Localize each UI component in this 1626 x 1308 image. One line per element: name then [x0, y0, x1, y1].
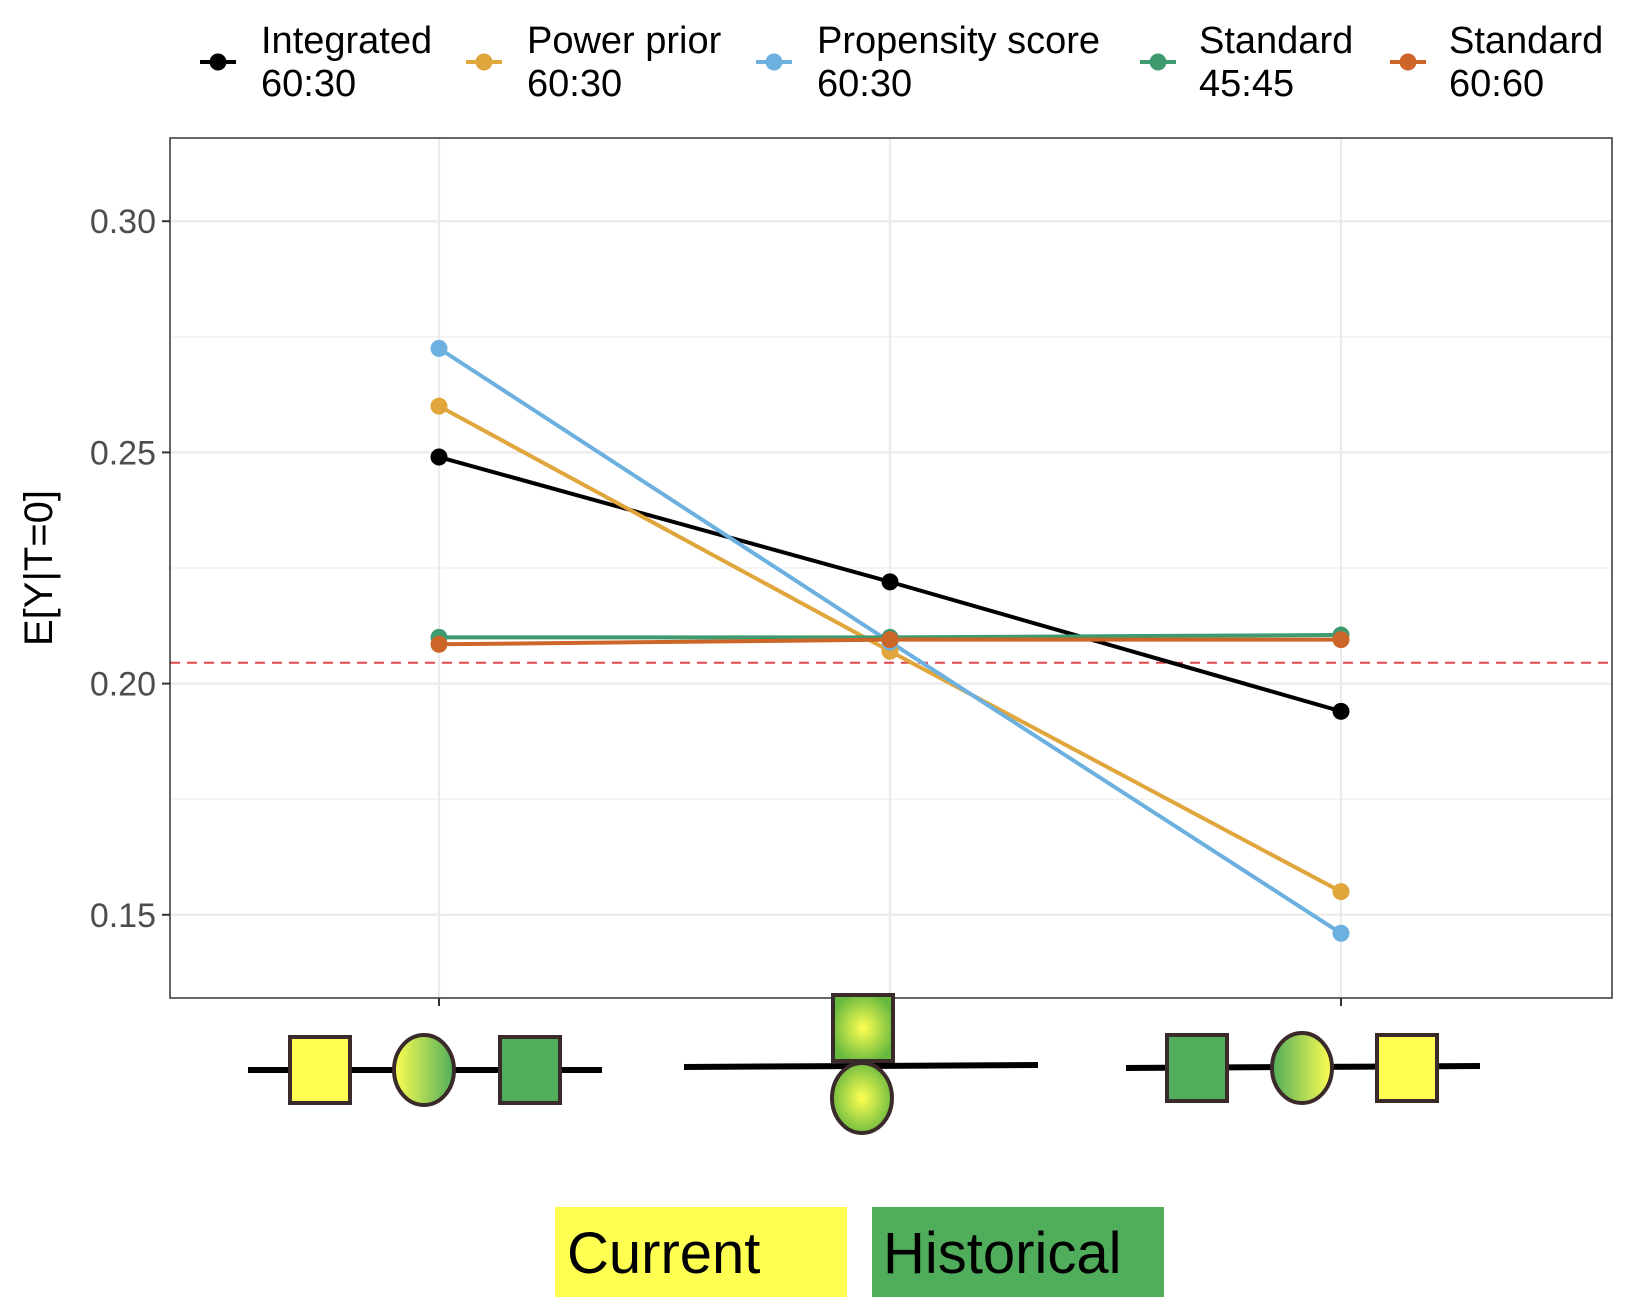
data-point-power — [1332, 883, 1350, 901]
data-point-propensity — [430, 339, 448, 357]
data-point-std6060 — [430, 635, 448, 653]
legend-key-point — [1399, 53, 1417, 71]
data-point-std6060 — [881, 631, 899, 649]
data-point-integrated — [430, 448, 448, 466]
legend-label-line1: Standard — [1199, 20, 1353, 62]
legend-label-line1: Power prior — [527, 20, 722, 62]
legend-label-line2: 60:30 — [817, 63, 912, 105]
y-tick-label: 0.30 — [90, 203, 156, 241]
legend-key-point — [1149, 53, 1167, 71]
current-tag-label: Current — [567, 1221, 760, 1286]
y-axis: 0.15 0.20 0.25 0.30 — [90, 203, 170, 935]
data-point-integrated — [1332, 702, 1350, 720]
x-category-glyph-1 — [248, 1033, 602, 1107]
legend-label-line1: Integrated — [261, 20, 432, 62]
legend-label-line1: Standard — [1449, 20, 1603, 62]
legend-key-point — [765, 53, 783, 71]
plot-panel — [169, 137, 1613, 999]
grid-major — [170, 138, 1612, 998]
legend-label-line2: 45:45 — [1199, 63, 1294, 105]
historical-tag-label: Historical — [883, 1221, 1122, 1286]
historical-tag: Historical — [872, 1207, 1164, 1297]
current-tag: Current — [555, 1207, 847, 1297]
data-point-std6060 — [1332, 631, 1350, 649]
y-tick-label: 0.25 — [90, 434, 156, 472]
legend-label-line2: 60:30 — [261, 63, 356, 105]
legend-label-line2: 60:30 — [527, 63, 622, 105]
y-axis-title: E[Y|T=0] — [17, 490, 61, 646]
data-point-integrated — [881, 573, 899, 591]
x-category-glyph-3 — [1125, 1031, 1481, 1105]
series-points — [430, 339, 1350, 942]
y-tick-label: 0.20 — [90, 666, 156, 704]
legend-key-point — [209, 53, 227, 71]
legend-label-line1: Propensity score — [817, 20, 1100, 62]
legend-key-point — [475, 53, 493, 71]
legend-label-line2: 60:60 — [1449, 63, 1544, 105]
data-point-propensity — [1332, 924, 1350, 942]
y-tick-label: 0.15 — [90, 897, 156, 935]
x-category-glyph-2 — [683, 993, 1039, 1135]
data-point-power — [430, 397, 448, 415]
